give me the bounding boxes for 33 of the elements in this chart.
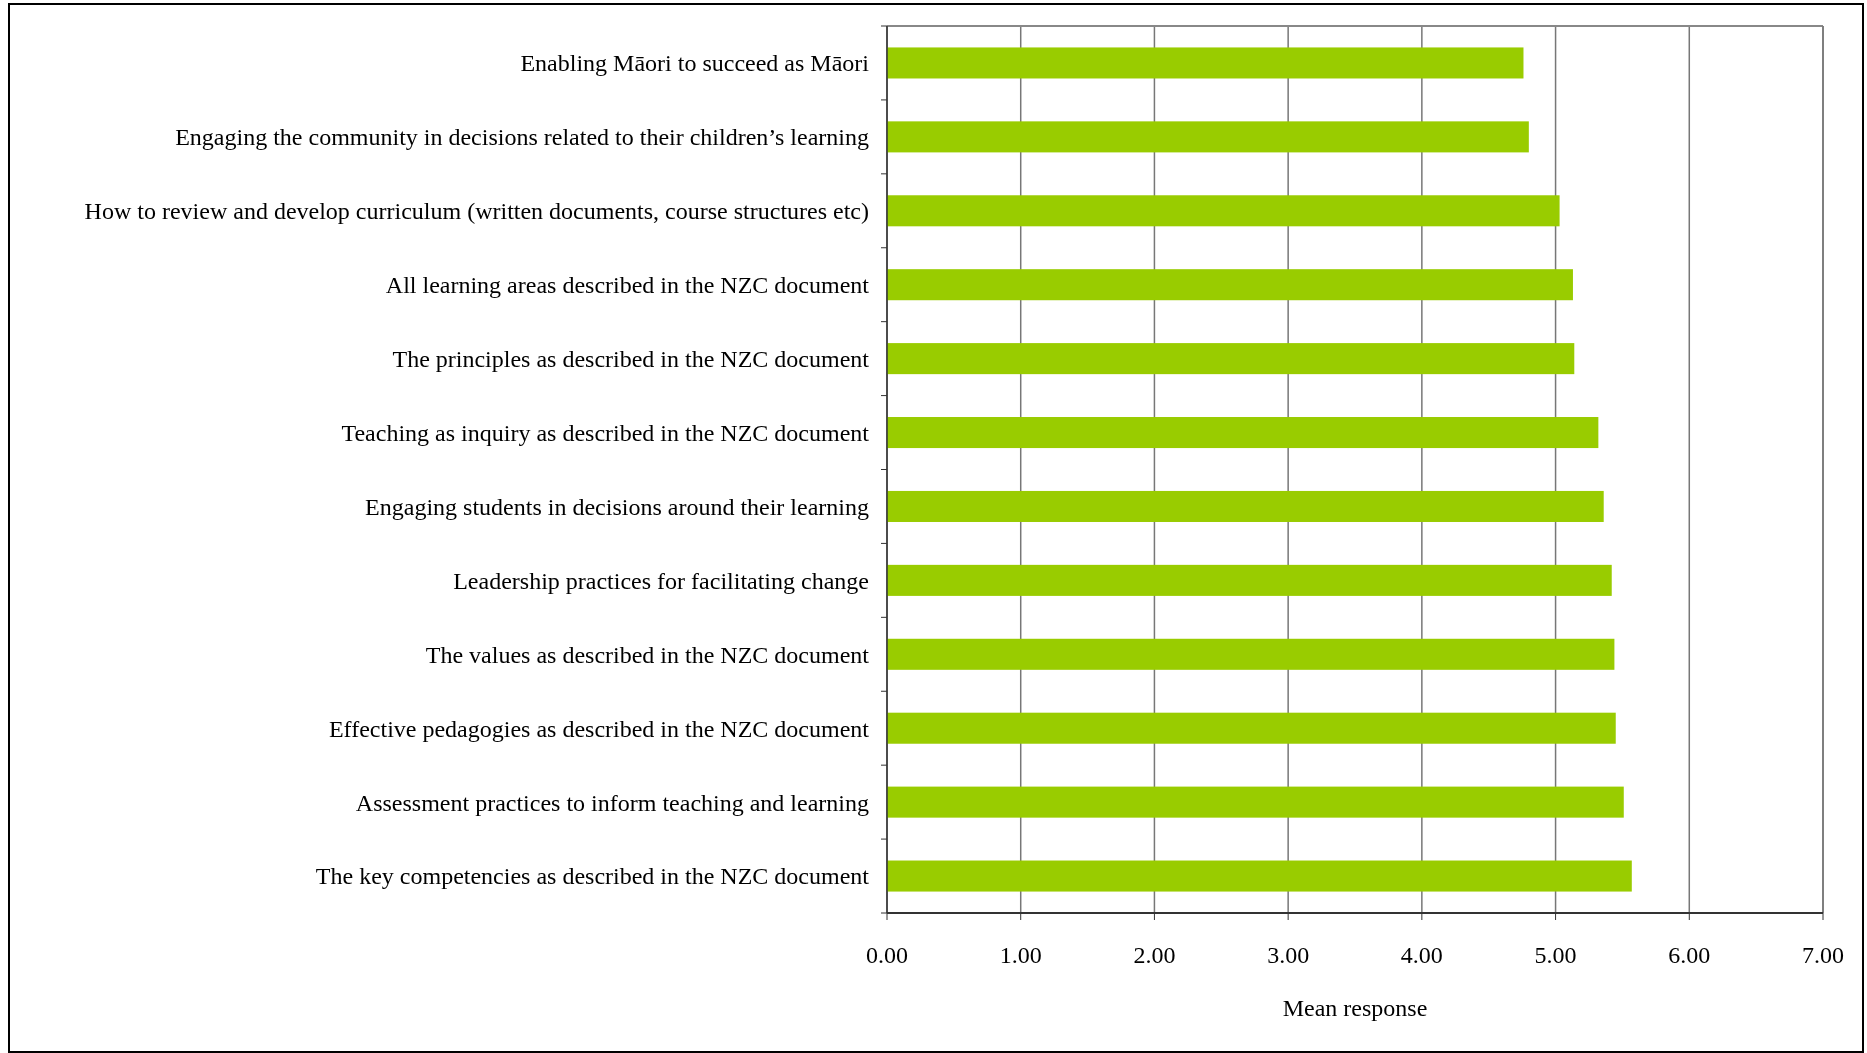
x-tick-label: 2.00 [1133,942,1176,968]
y-tick-label: Engaging students in decisions around their learning [365,493,869,520]
y-tick-label: Engaging the community in decisions related to their children’s learning [175,124,869,151]
x-tick-label: 6.00 [1668,942,1711,968]
y-tick-label: The key competencies as described in the NZC document [315,863,870,890]
y-tick-label: The principles as described in the NZC document [392,346,870,373]
bar [887,195,1560,227]
bar [887,786,1624,818]
x-axis-title: Mean response [1282,995,1428,1021]
bar [887,490,1604,522]
bar [887,417,1599,449]
bar [887,638,1615,670]
y-tick-label: The values as described in the NZC document [425,641,870,668]
y-tick-label: All learning areas described in the NZC document [385,272,870,299]
x-tick-label: 5.00 [1534,942,1577,968]
bar [887,121,1529,153]
bar [887,712,1616,744]
bar [887,860,1632,892]
y-tick-label: Effective pedagogies as described in the NZC document [328,715,870,742]
x-tick-label: 0.00 [866,942,908,968]
bar [887,269,1573,301]
x-tick-label: 3.00 [1267,942,1310,968]
bar [887,564,1612,596]
y-tick-label: Leadership practices for facilitating change [453,567,869,594]
x-tick-label: 4.00 [1400,942,1443,968]
y-tick-label: Teaching as inquiry as described in the NZC document [341,419,870,446]
y-tick-label: How to review and develop curriculum (written documents, course structures etc) [84,198,869,225]
bar [887,343,1575,375]
x-tick-label: 1.00 [999,942,1042,968]
y-tick-label: Enabling Māori to succeed as Māori [520,50,870,77]
y-tick-label: Assessment practices to inform teaching and learning [355,789,869,816]
bar [887,47,1524,79]
x-tick-label: 7.00 [1802,942,1844,968]
